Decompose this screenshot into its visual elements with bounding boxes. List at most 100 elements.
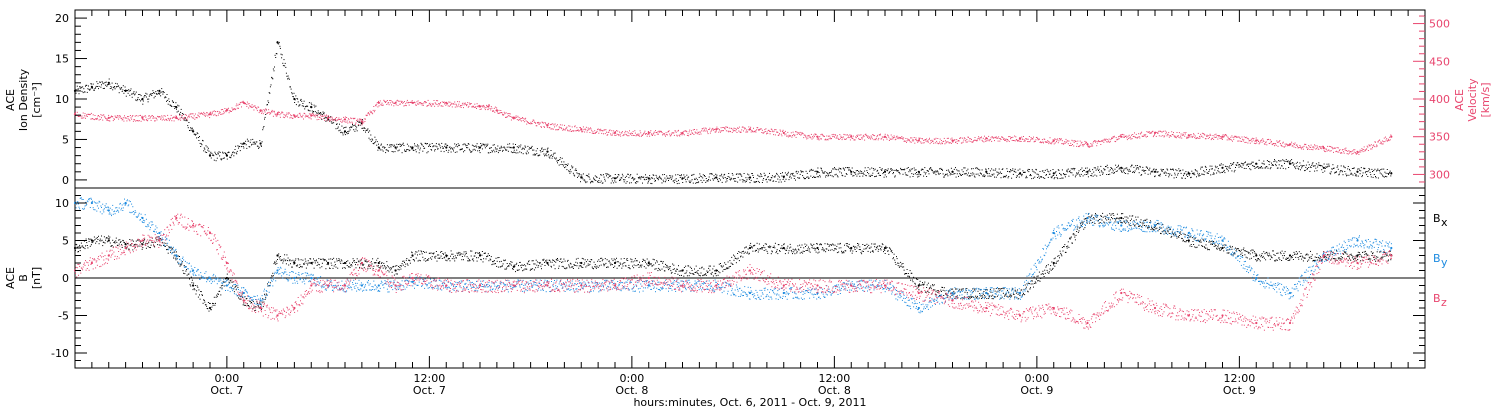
density-point	[490, 147, 492, 149]
density-point	[1119, 167, 1121, 169]
density-point	[269, 86, 271, 88]
velocity-point	[1373, 146, 1375, 148]
velocity-point	[759, 128, 761, 130]
density-point	[621, 177, 623, 179]
density-point	[238, 147, 239, 149]
bx-point	[124, 242, 125, 244]
density-point	[844, 169, 845, 171]
velocity-point	[994, 140, 995, 142]
density-point	[593, 177, 594, 179]
velocity-point	[121, 119, 123, 121]
density-point	[965, 172, 967, 174]
density-point	[976, 168, 978, 170]
density-point	[822, 171, 824, 173]
velocity-point	[880, 138, 882, 140]
density-point	[1048, 173, 1050, 175]
density-point	[1311, 164, 1313, 166]
density-point	[487, 152, 489, 154]
velocity-point	[767, 132, 769, 134]
density-point	[443, 151, 445, 153]
velocity-point	[511, 116, 513, 118]
velocity-point	[319, 116, 321, 118]
velocity-point	[702, 130, 704, 132]
velocity-point	[288, 112, 290, 114]
density-point	[587, 175, 589, 177]
bx-point	[94, 239, 96, 241]
velocity-point	[509, 115, 511, 117]
density-point	[568, 171, 570, 173]
velocity-point	[1359, 151, 1360, 153]
velocity-point	[628, 135, 630, 137]
density-point	[885, 176, 887, 178]
density-point	[652, 174, 654, 176]
bx-point	[160, 245, 162, 247]
density-point	[950, 167, 952, 169]
velocity-point	[518, 117, 520, 119]
density-point	[1018, 176, 1020, 178]
velocity-point	[492, 110, 493, 112]
density-point	[879, 167, 881, 168]
velocity-point	[1235, 136, 1236, 138]
density-point	[747, 177, 749, 179]
velocity-point	[978, 136, 980, 138]
velocity-point	[141, 115, 143, 117]
density-point	[173, 106, 175, 107]
density-point	[209, 153, 211, 155]
density-point	[978, 168, 980, 170]
velocity-point	[841, 139, 843, 141]
velocity-point	[991, 140, 993, 142]
velocity-point	[1048, 141, 1050, 143]
velocity-point	[987, 139, 989, 141]
density-point	[548, 156, 550, 158]
density-point	[1237, 162, 1239, 164]
velocity-point	[1191, 136, 1193, 138]
velocity-point	[647, 131, 650, 134]
velocity-point	[251, 106, 252, 108]
velocity-point	[1145, 136, 1147, 138]
density-point	[353, 129, 355, 131]
velocity-point	[161, 115, 163, 117]
velocity-point	[1321, 146, 1323, 148]
density-point	[601, 174, 603, 176]
bx-point	[145, 242, 147, 244]
density-point	[602, 182, 604, 184]
density-point	[1033, 171, 1035, 173]
velocity-point	[351, 121, 353, 123]
velocity-point	[73, 113, 77, 116]
density-point	[346, 132, 348, 133]
density-point	[362, 119, 363, 121]
velocity-point	[425, 102, 427, 104]
density-point	[450, 151, 452, 153]
density-point	[680, 175, 682, 177]
density-point	[1054, 177, 1056, 178]
velocity-point	[336, 119, 338, 121]
velocity-point	[239, 102, 241, 104]
velocity-point	[1273, 143, 1275, 145]
bx-point	[235, 289, 237, 291]
density-point	[272, 78, 274, 80]
velocity-point	[350, 117, 352, 119]
density-point	[1369, 171, 1371, 173]
velocity-point	[764, 129, 766, 131]
velocity-point	[454, 101, 456, 103]
density-point	[152, 90, 154, 92]
velocity-point	[1139, 133, 1141, 135]
velocity-point	[1249, 139, 1251, 141]
density-point	[1330, 173, 1332, 175]
velocity-point	[186, 114, 187, 116]
velocity-point	[926, 141, 928, 143]
velocity-point	[470, 103, 472, 105]
bx-point	[193, 288, 195, 290]
density-point	[561, 157, 563, 159]
density-point	[330, 121, 332, 123]
density-point	[771, 177, 773, 179]
velocity-point	[114, 115, 116, 117]
bx-point	[140, 241, 141, 243]
velocity-point	[342, 120, 343, 122]
velocity-point	[1100, 144, 1102, 145]
velocity-point	[145, 118, 147, 120]
velocity-point	[279, 114, 281, 116]
velocity-point	[1208, 135, 1210, 136]
velocity-point	[976, 139, 978, 141]
bx-point	[210, 309, 212, 311]
